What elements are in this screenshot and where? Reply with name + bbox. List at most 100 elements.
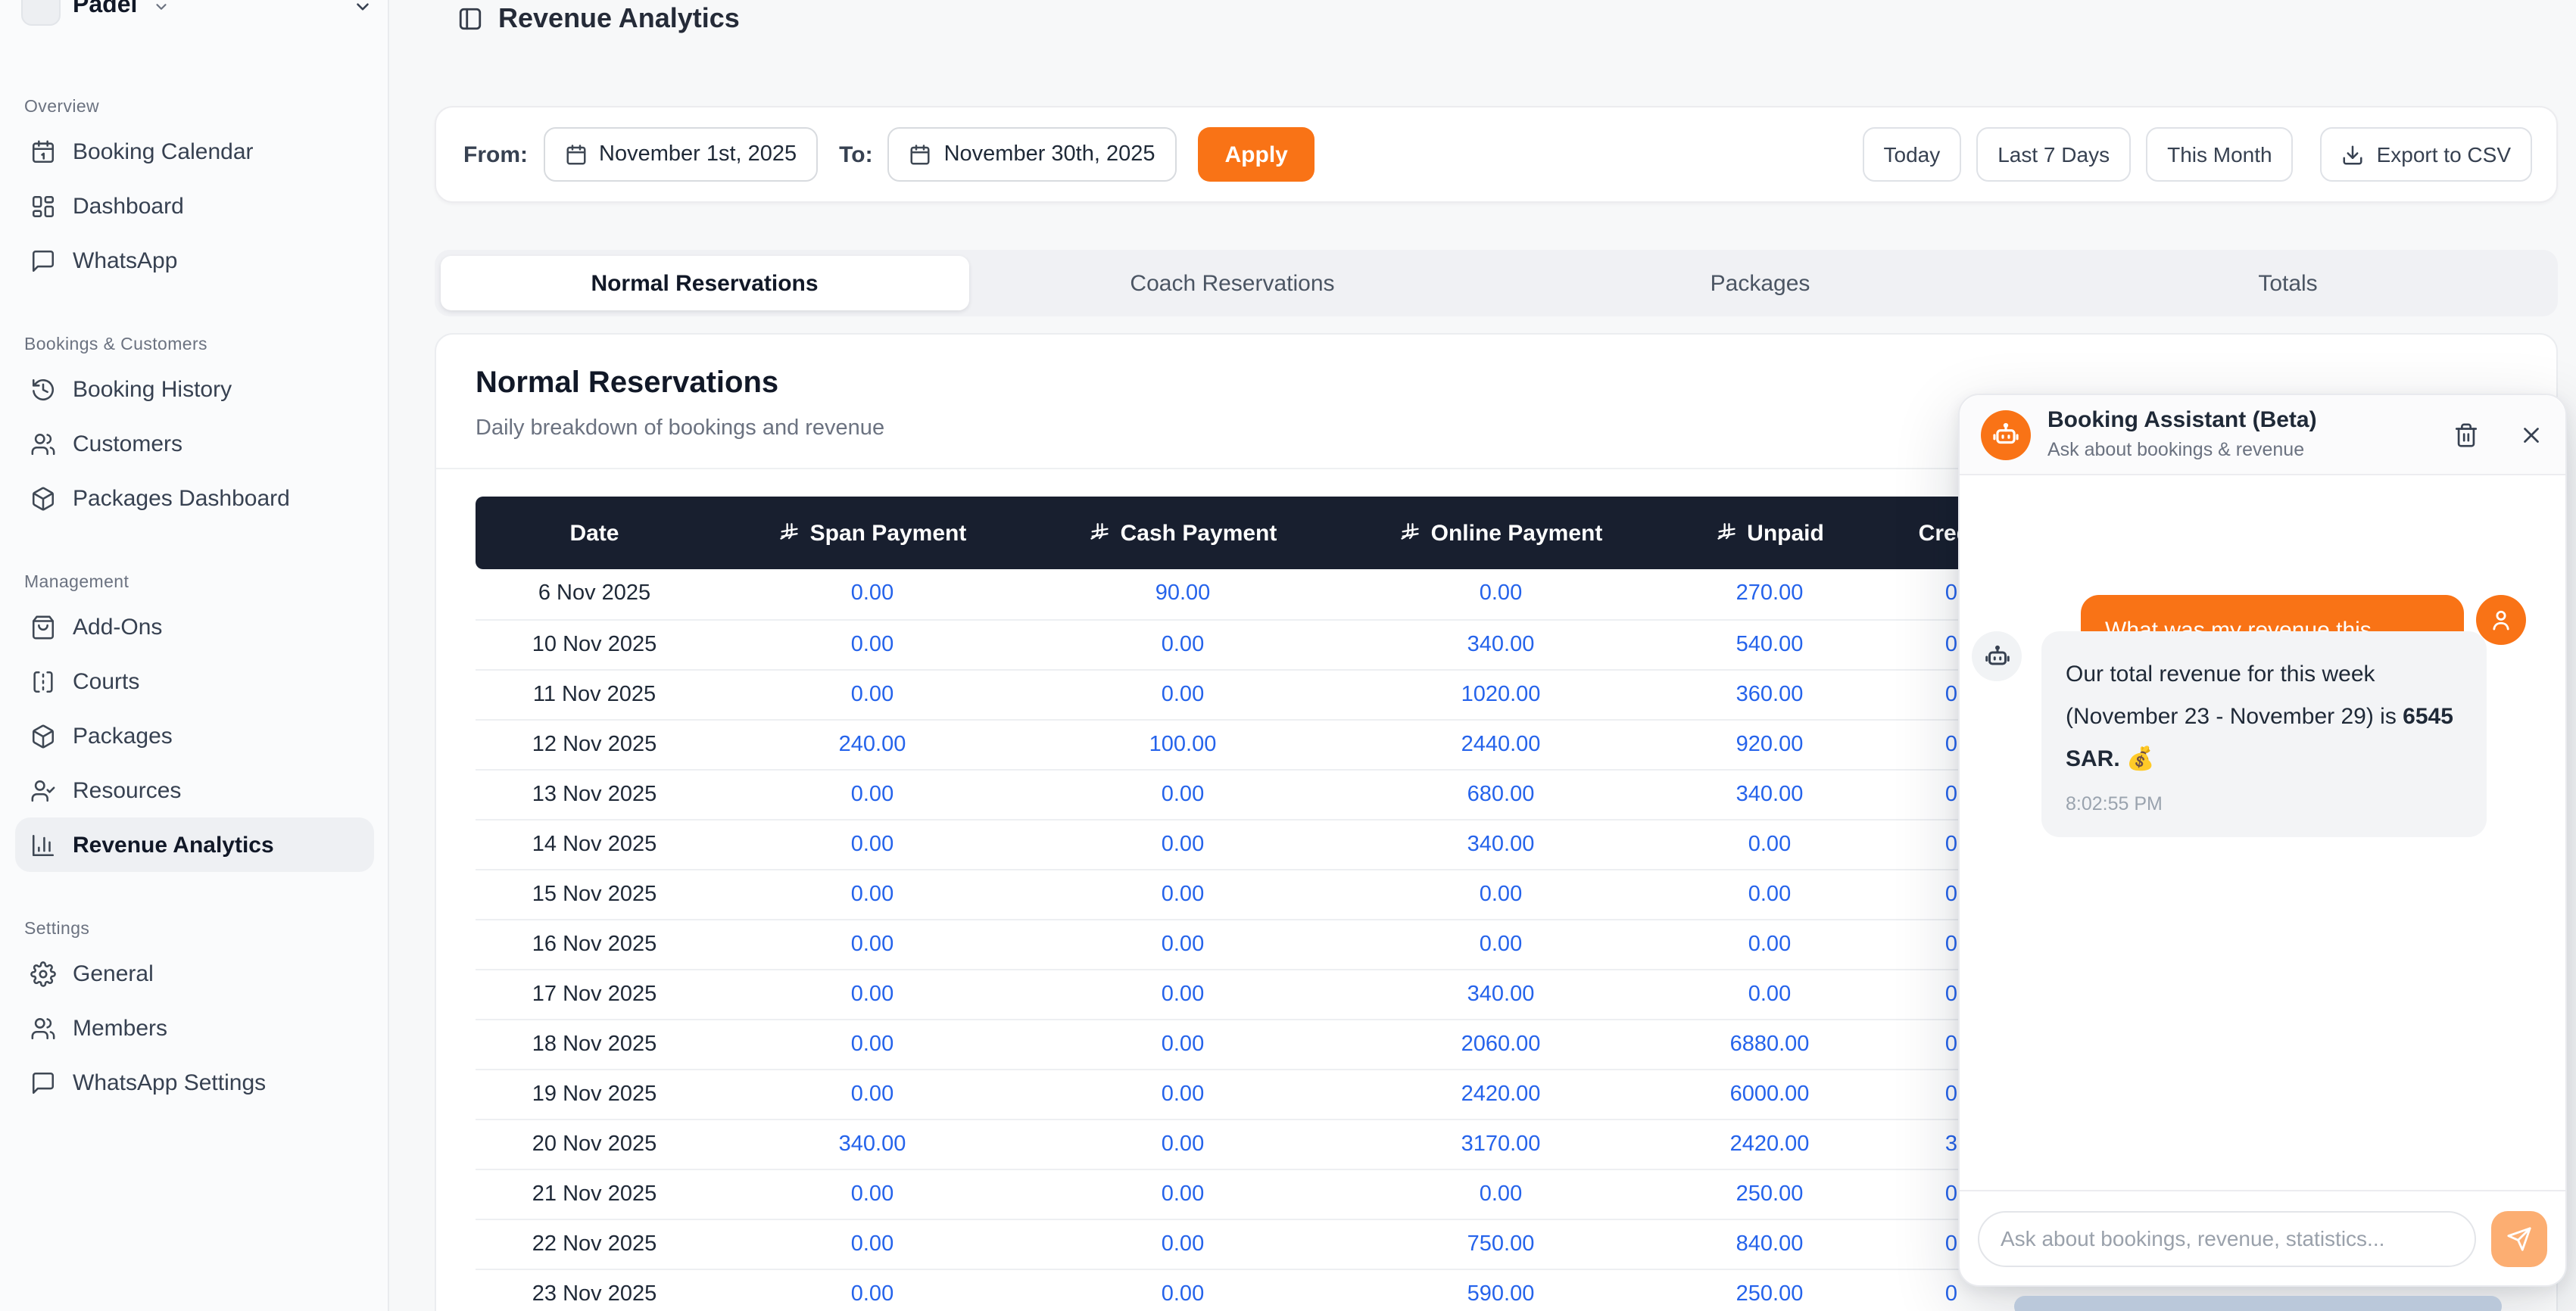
amount-link[interactable]: 0.00: [1161, 682, 1205, 706]
amount-link[interactable]: 0.00: [850, 982, 894, 1006]
amount-link[interactable]: 0: [1944, 682, 1958, 706]
send-button[interactable]: [2491, 1210, 2547, 1266]
amount-link[interactable]: 360.00: [1736, 682, 1804, 706]
amount-link[interactable]: 2060.00: [1461, 1032, 1541, 1056]
amount-link[interactable]: 0: [1944, 581, 1958, 606]
amount-link[interactable]: 6000.00: [1729, 1082, 1810, 1106]
sidebar-item-packages[interactable]: Packages: [15, 708, 374, 763]
last-7-days-button[interactable]: Last 7 Days: [1976, 127, 2132, 182]
amount-link[interactable]: 1020.00: [1461, 682, 1541, 706]
amount-link[interactable]: 2420.00: [1461, 1082, 1541, 1106]
amount-link[interactable]: 0: [1944, 1032, 1958, 1056]
amount-link[interactable]: 0.00: [1161, 1032, 1205, 1056]
amount-link[interactable]: 0: [1944, 1281, 1958, 1306]
amount-link[interactable]: 0.00: [1161, 1082, 1205, 1106]
amount-link[interactable]: 0.00: [1161, 1232, 1205, 1256]
tab-packages[interactable]: Packages: [1710, 270, 1810, 296]
amount-link[interactable]: 0.00: [850, 782, 894, 806]
sidebar-item-booking-history[interactable]: Booking History: [15, 362, 374, 416]
tab-coach-reservations[interactable]: Coach Reservations: [1130, 270, 1335, 296]
amount-link[interactable]: 540.00: [1736, 632, 1804, 656]
amount-link[interactable]: 2440.00: [1461, 732, 1541, 756]
amount-link[interactable]: 340.00: [1736, 782, 1804, 806]
amount-link[interactable]: 250.00: [1736, 1182, 1804, 1206]
from-date-input[interactable]: November 1st, 2025: [543, 127, 819, 182]
amount-link[interactable]: 3170.00: [1461, 1132, 1541, 1156]
amount-link[interactable]: 0.00: [1748, 932, 1792, 956]
sidebar-item-courts[interactable]: Courts: [15, 654, 374, 708]
close-chat-button[interactable]: [2518, 422, 2544, 447]
amount-link[interactable]: 0.00: [850, 1232, 894, 1256]
amount-link[interactable]: 0.00: [1161, 1182, 1205, 1206]
amount-link[interactable]: 0.00: [1161, 1281, 1205, 1306]
amount-link[interactable]: 0.00: [850, 832, 894, 856]
amount-link[interactable]: 0: [1944, 732, 1958, 756]
to-date-input[interactable]: November 30th, 2025: [887, 127, 1177, 182]
amount-link[interactable]: 0.00: [1479, 581, 1523, 606]
amount-link[interactable]: 0.00: [1479, 932, 1523, 956]
amount-link[interactable]: 90.00: [1155, 581, 1211, 606]
workspace-switcher[interactable]: Padel: [21, 0, 373, 33]
amount-link[interactable]: 340.00: [838, 1132, 906, 1156]
clear-chat-button[interactable]: [2453, 422, 2479, 447]
amount-link[interactable]: 0: [1944, 782, 1958, 806]
amount-link[interactable]: 920.00: [1736, 732, 1804, 756]
amount-link[interactable]: 250.00: [1736, 1281, 1804, 1306]
amount-link[interactable]: 750.00: [1467, 1232, 1535, 1256]
sidebar-item-add-ons[interactable]: Add-Ons: [15, 599, 374, 654]
sidebar-item-revenue-analytics[interactable]: Revenue Analytics: [15, 817, 374, 872]
amount-link[interactable]: 340.00: [1467, 832, 1535, 856]
amount-link[interactable]: 0.00: [850, 932, 894, 956]
amount-link[interactable]: 680.00: [1467, 782, 1535, 806]
amount-link[interactable]: 0.00: [850, 1182, 894, 1206]
amount-link[interactable]: 0.00: [1161, 782, 1205, 806]
amount-link[interactable]: 0.00: [850, 682, 894, 706]
amount-link[interactable]: 2420.00: [1729, 1132, 1810, 1156]
amount-link[interactable]: 0.00: [1161, 1132, 1205, 1156]
amount-link[interactable]: 0.00: [1161, 832, 1205, 856]
apply-button[interactable]: Apply: [1197, 127, 1315, 182]
sidebar-item-resources[interactable]: Resources: [15, 763, 374, 817]
amount-link[interactable]: 0: [1944, 932, 1958, 956]
sidebar-item-general[interactable]: General: [15, 946, 374, 1001]
tab-normal-reservations[interactable]: Normal Reservations: [441, 256, 968, 310]
amount-link[interactable]: 0.00: [1161, 632, 1205, 656]
amount-link[interactable]: 3: [1944, 1132, 1958, 1156]
amount-link[interactable]: 0.00: [1748, 882, 1792, 906]
amount-link[interactable]: 0.00: [1748, 982, 1792, 1006]
amount-link[interactable]: 0.00: [1479, 1182, 1523, 1206]
sidebar-collapse-icon[interactable]: [353, 0, 373, 16]
amount-link[interactable]: 100.00: [1149, 732, 1217, 756]
sidebar-item-whatsapp-settings[interactable]: WhatsApp Settings: [15, 1055, 374, 1110]
amount-link[interactable]: 0: [1944, 1182, 1958, 1206]
amount-link[interactable]: 0.00: [850, 882, 894, 906]
amount-link[interactable]: 0.00: [850, 1082, 894, 1106]
amount-link[interactable]: 0.00: [1161, 882, 1205, 906]
sidebar-item-booking-calendar[interactable]: Booking Calendar: [15, 124, 374, 179]
export-csv-button[interactable]: Export to CSV: [2320, 127, 2532, 182]
amount-link[interactable]: 0: [1944, 882, 1958, 906]
amount-link[interactable]: 240.00: [838, 732, 906, 756]
tab-totals[interactable]: Totals: [2258, 270, 2318, 296]
amount-link[interactable]: 0.00: [850, 632, 894, 656]
amount-link[interactable]: 6880.00: [1729, 1032, 1810, 1056]
amount-link[interactable]: 0.00: [1748, 832, 1792, 856]
horizontal-scrollbar-thumb[interactable]: [2014, 1296, 2502, 1311]
amount-link[interactable]: 0: [1944, 1232, 1958, 1256]
sidebar-item-whatsapp[interactable]: WhatsApp: [15, 233, 374, 288]
amount-link[interactable]: 0: [1944, 832, 1958, 856]
amount-link[interactable]: 340.00: [1467, 632, 1535, 656]
sidebar-item-packages-dashboard[interactable]: Packages Dashboard: [15, 471, 374, 525]
amount-link[interactable]: 0.00: [1479, 882, 1523, 906]
sidebar-item-dashboard[interactable]: Dashboard: [15, 179, 374, 233]
amount-link[interactable]: 0.00: [850, 1281, 894, 1306]
sidebar-item-members[interactable]: Members: [15, 1001, 374, 1055]
today-button[interactable]: Today: [1862, 127, 1962, 182]
amount-link[interactable]: 0.00: [1161, 982, 1205, 1006]
sidebar-item-customers[interactable]: Customers: [15, 416, 374, 471]
amount-link[interactable]: 0: [1944, 632, 1958, 656]
amount-link[interactable]: 0.00: [850, 581, 894, 606]
amount-link[interactable]: 0.00: [850, 1032, 894, 1056]
amount-link[interactable]: 270.00: [1736, 581, 1804, 606]
amount-link[interactable]: 0.00: [1161, 932, 1205, 956]
